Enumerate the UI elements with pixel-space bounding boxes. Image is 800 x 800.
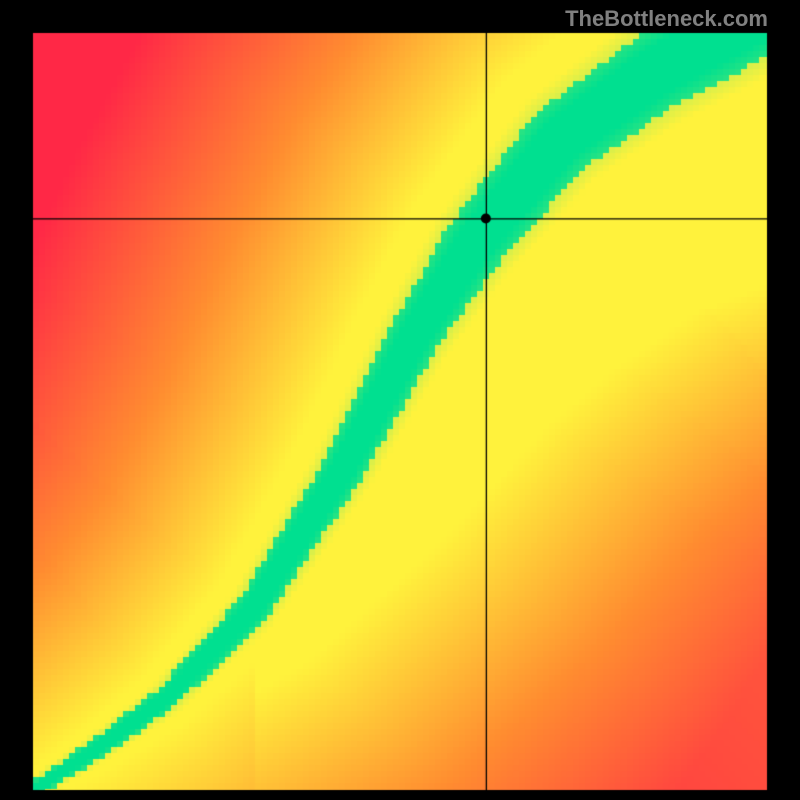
bottleneck-heatmap bbox=[0, 0, 800, 800]
watermark-text: TheBottleneck.com bbox=[565, 6, 768, 32]
